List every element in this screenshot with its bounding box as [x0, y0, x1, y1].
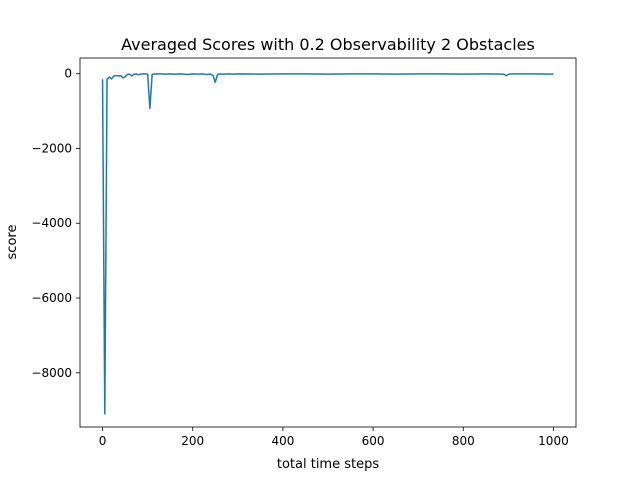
x-axis-label: total time steps — [277, 457, 379, 472]
y-tick-label: −4000 — [31, 216, 72, 230]
x-tick-label: 800 — [452, 434, 475, 448]
y-tick-label: −6000 — [31, 291, 72, 305]
y-axis: 0 −2000 −4000 −6000 −8000 — [31, 67, 80, 380]
x-tick-label: 400 — [271, 434, 294, 448]
plot-frame — [79, 57, 577, 428]
x-tick-label: 200 — [181, 434, 204, 448]
x-tick-label: 1000 — [538, 434, 569, 448]
x-tick-label: 600 — [362, 434, 385, 448]
chart-title: Averaged Scores with 0.2 Observability 2… — [121, 35, 535, 54]
series-layer — [101, 73, 554, 415]
x-tick-label: 0 — [99, 434, 107, 448]
y-tick-label: −2000 — [31, 141, 72, 155]
y-tick-label: −8000 — [31, 366, 72, 380]
y-tick-label: 0 — [64, 67, 72, 81]
series-line-0 — [101, 73, 554, 415]
x-axis: 0 200 400 600 800 1000 — [99, 427, 569, 448]
y-axis-label: score — [5, 225, 20, 260]
